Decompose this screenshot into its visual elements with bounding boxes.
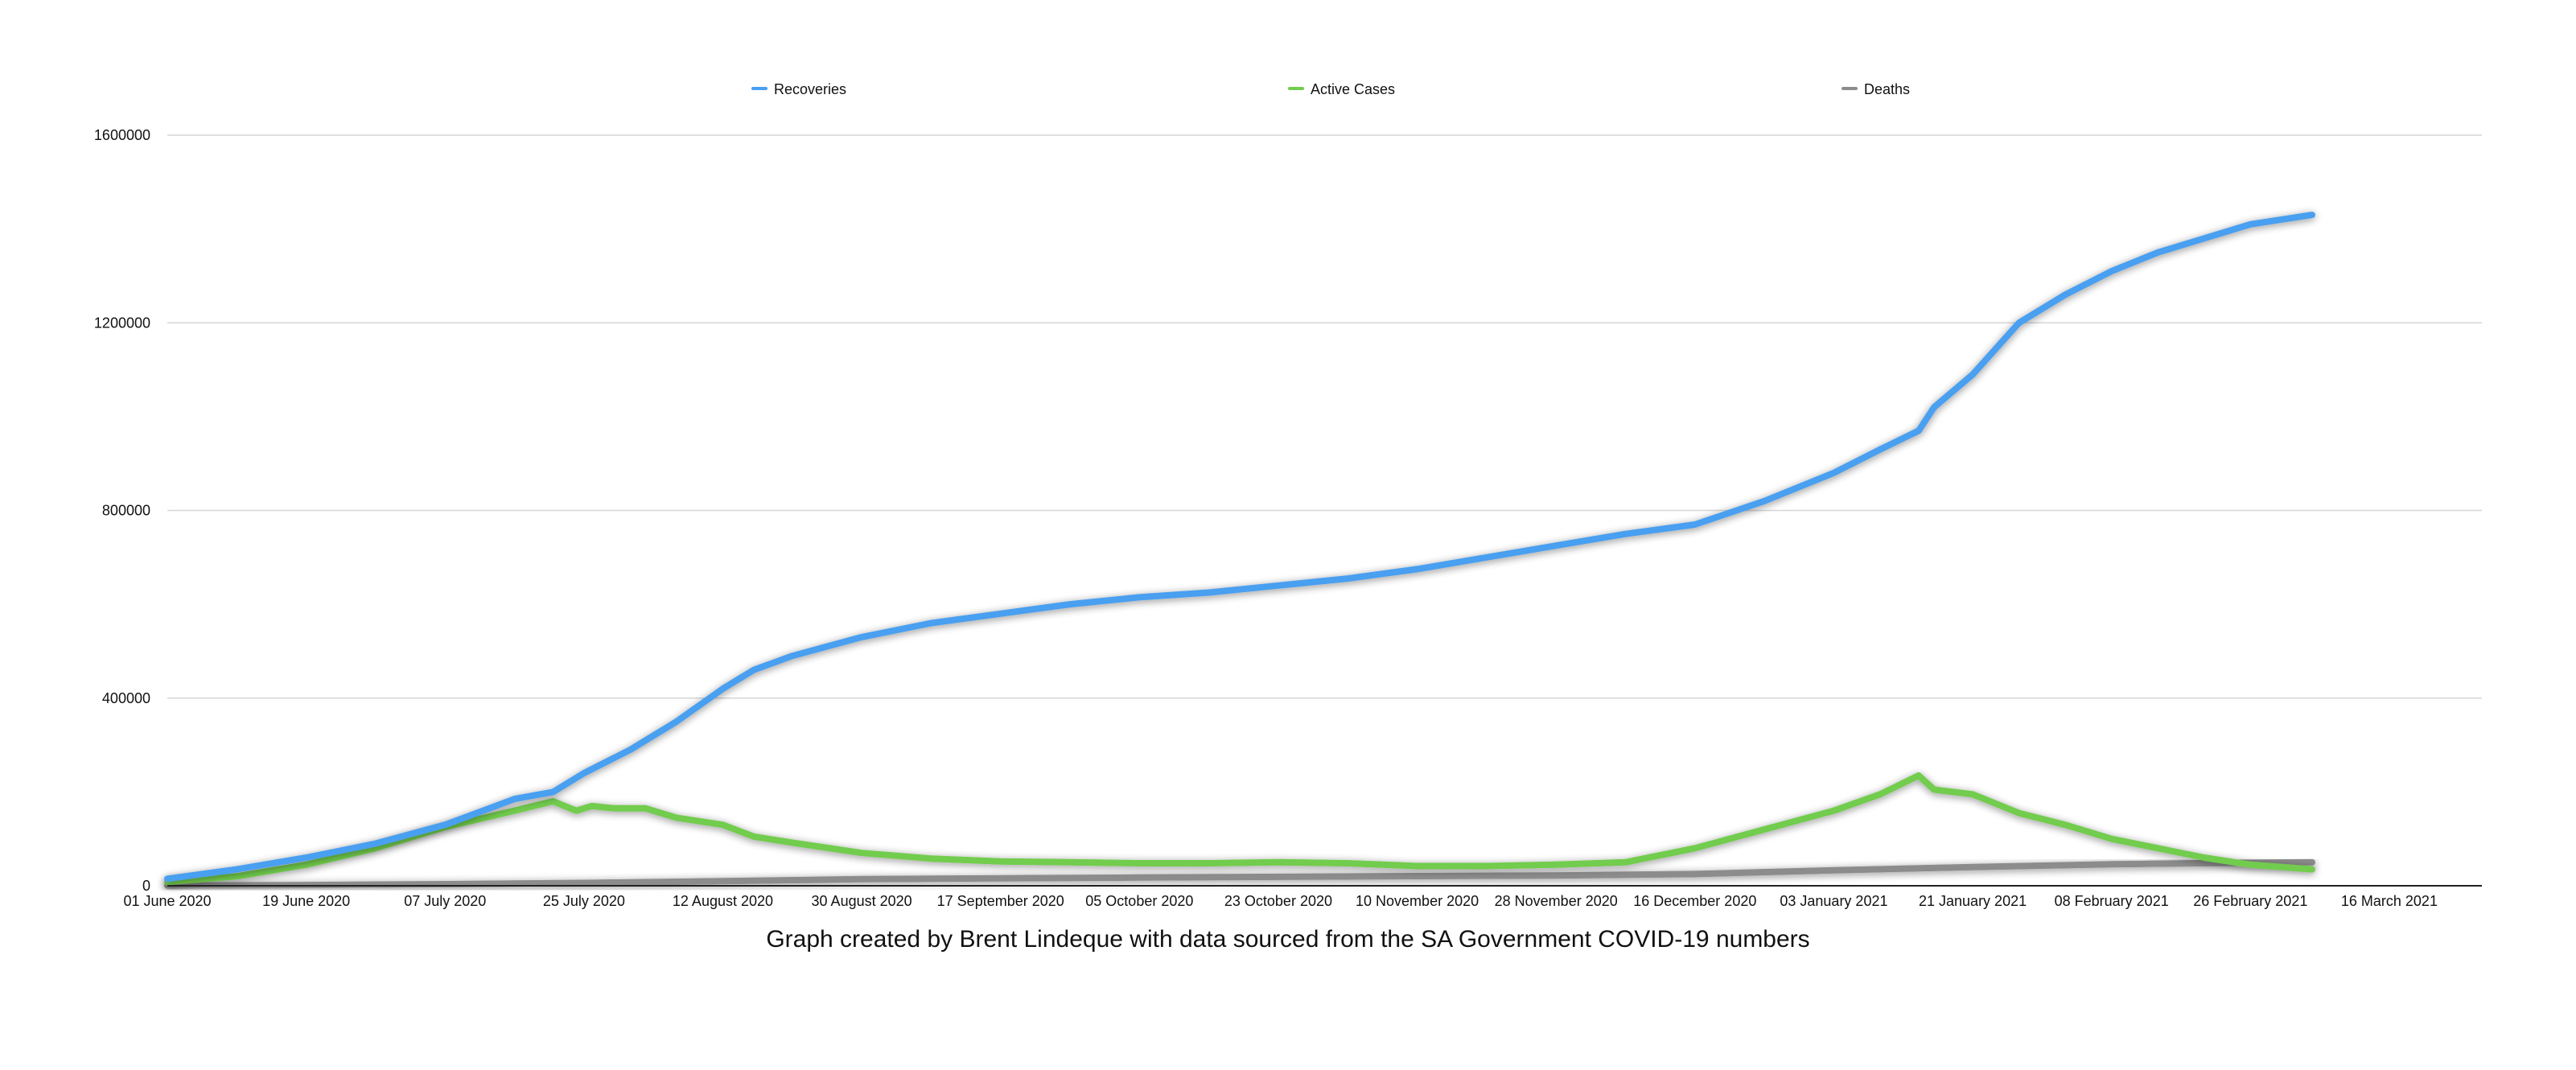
x-tick-label: 21 January 2021 (1919, 893, 2027, 909)
y-tick-label: 1600000 (94, 127, 150, 143)
gridlines (167, 134, 2482, 699)
x-tick-label: 01 June 2020 (123, 893, 211, 909)
x-tick-label: 10 November 2020 (1356, 893, 1479, 909)
series-line-recoveries (164, 212, 2315, 883)
y-tick-label: 400000 (102, 690, 150, 706)
x-tick-label: 17 September 2020 (937, 893, 1064, 909)
series-line-active-cases (164, 772, 2315, 886)
x-tick-label: 19 June 2020 (262, 893, 350, 909)
x-tick-label: 26 February 2021 (2193, 893, 2307, 909)
y-tick-label: 800000 (102, 503, 150, 519)
x-tick-label: 12 August 2020 (673, 893, 773, 909)
x-tick-label: 05 October 2020 (1085, 893, 1193, 909)
x-tick-label: 30 August 2020 (812, 893, 912, 909)
series-layer (164, 212, 2315, 889)
legend-label: Active Cases (1311, 81, 1395, 97)
x-tick-label: 16 December 2020 (1633, 893, 1756, 909)
x-tick-label: 03 January 2021 (1780, 893, 1887, 909)
legend-label: Recoveries (774, 81, 846, 97)
x-tick-label: 08 February 2021 (2055, 893, 2169, 909)
x-tick-label: 23 October 2020 (1224, 893, 1332, 909)
y-tick-label: 0 (142, 878, 150, 894)
series-line-deaths (164, 858, 2315, 889)
x-tick-label: 07 July 2020 (404, 893, 486, 909)
y-axis: 0 400000 800000 1200000 1600000 (94, 127, 150, 894)
x-tick-label: 16 March 2021 (2341, 893, 2438, 909)
x-tick-label: 25 July 2020 (543, 893, 625, 909)
chart-legend: Recoveries Active Cases Deaths (751, 81, 1910, 97)
chart-caption: Graph created by Brent Lindeque with dat… (766, 926, 1809, 953)
legend-label: Deaths (1864, 81, 1910, 97)
x-axis: 01 June 2020 19 June 2020 07 July 2020 25 J… (123, 893, 2438, 909)
y-tick-label: 1200000 (94, 315, 150, 331)
x-tick-label: 28 November 2020 (1495, 893, 1618, 909)
